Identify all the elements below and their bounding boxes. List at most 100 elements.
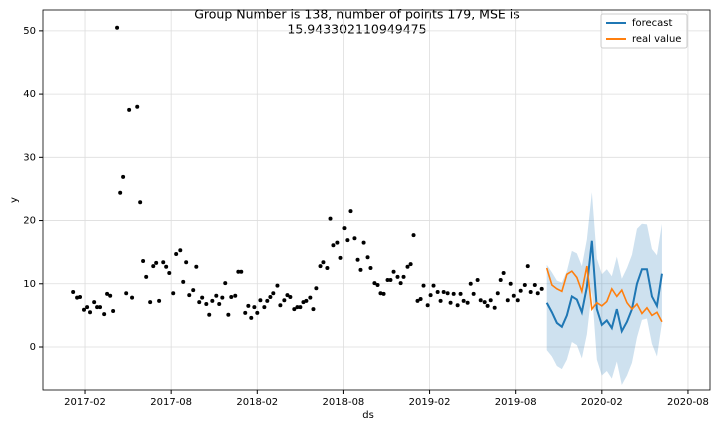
uncertainty-band: [546, 192, 662, 385]
observed-point: [482, 300, 487, 305]
observed-point: [355, 257, 360, 262]
observed-point: [217, 302, 222, 307]
observed-point: [127, 107, 132, 112]
observed-point: [292, 307, 297, 312]
observed-point: [348, 209, 353, 214]
observed-point: [214, 293, 219, 298]
observed-point: [243, 310, 248, 315]
observed-point: [475, 277, 480, 282]
observed-point: [431, 283, 436, 288]
observed-point: [226, 312, 231, 317]
observed-point: [408, 262, 413, 267]
observed-point: [365, 255, 370, 260]
observed-point: [391, 269, 396, 274]
observed-point: [210, 298, 215, 303]
observed-point: [233, 293, 238, 298]
observed-point: [171, 291, 176, 296]
observed-point: [455, 303, 460, 308]
x-axis-label: ds: [362, 410, 374, 421]
observed-point: [461, 298, 466, 303]
observed-point: [338, 255, 343, 260]
observed-point: [278, 303, 283, 308]
observed-point: [428, 293, 433, 298]
observed-point: [415, 298, 420, 303]
observed-point: [325, 265, 330, 270]
observed-point: [135, 104, 140, 109]
x-tick-label: 2019-02: [409, 397, 451, 408]
observed-point: [331, 243, 336, 248]
observed-point: [451, 291, 456, 296]
observed-point: [535, 291, 540, 296]
observed-point: [318, 264, 323, 269]
observed-point: [144, 274, 149, 279]
observed-point: [448, 300, 453, 305]
observed-point: [368, 265, 373, 270]
observed-point: [328, 216, 333, 221]
y-axis-label: y: [9, 197, 20, 203]
x-tick-label: 2020-02: [581, 397, 623, 408]
observed-point: [298, 305, 303, 310]
observed-point: [275, 283, 280, 288]
x-tick-label: 2017-08: [150, 397, 192, 408]
observed-point: [252, 305, 257, 310]
observed-point: [282, 298, 287, 303]
observed-point: [285, 293, 290, 298]
observed-point: [311, 307, 316, 312]
observed-point: [197, 300, 202, 305]
observed-point: [435, 289, 440, 294]
observed-point: [239, 269, 244, 274]
observed-point: [398, 281, 403, 286]
observed-point: [200, 295, 205, 300]
observed-point: [501, 271, 506, 276]
observed-point: [220, 295, 225, 300]
observed-point: [492, 305, 497, 310]
observed-point: [388, 277, 393, 282]
observed-point: [268, 295, 273, 300]
observed-point: [314, 286, 319, 291]
observed-point: [108, 293, 113, 298]
series-line: [545, 240, 663, 335]
observed-point: [167, 271, 172, 276]
x-tick-label: 2019-08: [495, 397, 537, 408]
observed-point: [130, 295, 135, 300]
observed-point: [151, 264, 156, 269]
observed-point: [249, 315, 254, 320]
observed-point: [345, 238, 350, 243]
observed-point: [95, 305, 100, 310]
observed-point: [401, 274, 406, 279]
observed-point: [361, 240, 366, 245]
observed-point: [236, 269, 241, 274]
observed-point: [223, 281, 228, 286]
observed-point: [525, 264, 530, 269]
x-tick-label: 2017-02: [64, 397, 106, 408]
observed-point: [207, 312, 212, 317]
observed-point: [138, 200, 143, 205]
observed-point: [124, 291, 129, 296]
observed-point: [468, 281, 473, 286]
observed-point: [478, 298, 483, 303]
observed-point: [528, 289, 533, 294]
observed-point: [98, 305, 103, 310]
observed-point: [265, 298, 270, 303]
series-line: [545, 265, 663, 323]
observed-point: [458, 291, 463, 296]
observed-point: [161, 260, 166, 265]
observed-point: [421, 283, 426, 288]
observed-point: [445, 291, 450, 296]
observed-point: [115, 25, 120, 30]
observed-point: [191, 288, 196, 293]
y-tick-label: 30: [23, 152, 36, 163]
observed-point: [498, 277, 503, 282]
observed-point: [485, 303, 490, 308]
observed-point: [181, 279, 186, 284]
observed-point: [178, 248, 183, 253]
observed-point: [471, 291, 476, 296]
observed-point: [295, 305, 300, 310]
observed-point: [85, 305, 90, 310]
observed-point: [465, 300, 470, 305]
observed-point: [375, 283, 380, 288]
observed-point: [518, 288, 523, 293]
observed-point: [411, 233, 416, 238]
observed-point: [385, 277, 390, 282]
